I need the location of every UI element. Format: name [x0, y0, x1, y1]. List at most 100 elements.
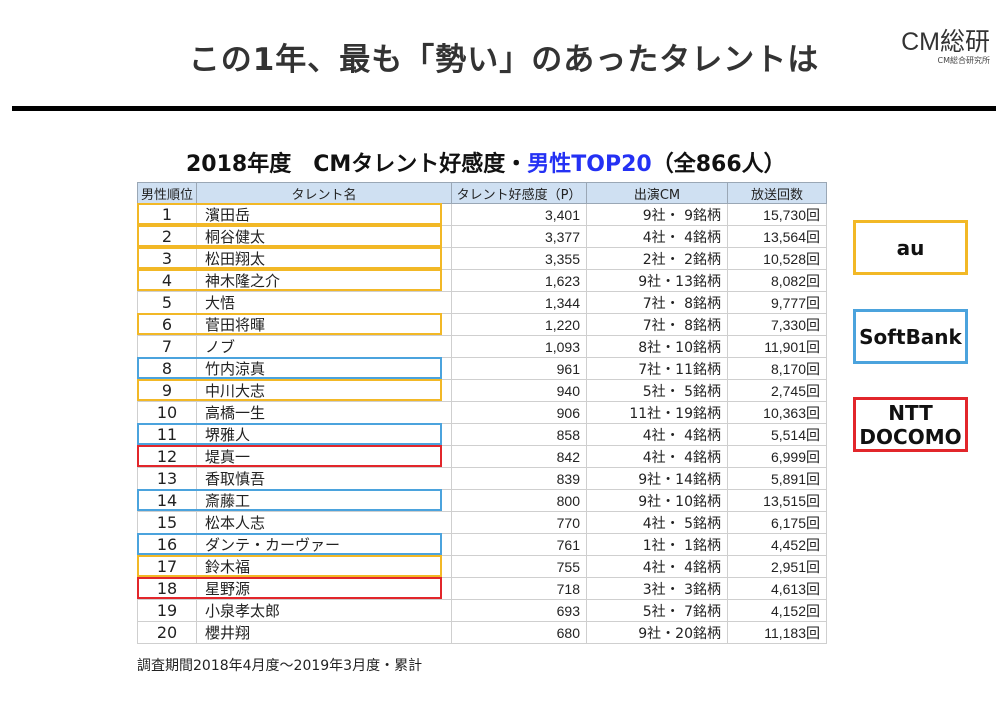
- cell-plays: 5,514回: [727, 423, 827, 446]
- cell-score: 842: [451, 445, 587, 468]
- table-row: 4 神木隆之介 1,623 9社・13銘柄 8,082回: [137, 269, 827, 292]
- cell-plays: 2,745回: [727, 379, 827, 402]
- cell-rank: 16: [137, 533, 197, 556]
- cell-plays: 13,515回: [727, 489, 827, 512]
- cell-score: 680: [451, 621, 587, 644]
- cell-rank: 5: [137, 291, 197, 314]
- table-row: 5 大悟 1,344 7社・ 8銘柄 9,777回: [137, 291, 827, 314]
- cell-score: 3,377: [451, 225, 587, 248]
- cm-soken-logo: CM総研 CM総合研究所: [880, 22, 990, 66]
- cell-name: 竹内涼真: [196, 357, 452, 380]
- cell-plays: 10,363回: [727, 401, 827, 424]
- cell-score: 839: [451, 467, 587, 490]
- cell-name: 神木隆之介: [196, 269, 452, 292]
- legend-docomo: NTT DOCOMO: [853, 397, 968, 452]
- cell-plays: 2,951回: [727, 555, 827, 578]
- cell-score: 761: [451, 533, 587, 556]
- table-row: 18 星野源 718 3社・ 3銘柄 4,613回: [137, 577, 827, 600]
- table-row: 2 桐谷健太 3,377 4社・ 4銘柄 13,564回: [137, 225, 827, 248]
- cell-rank: 13: [137, 467, 197, 490]
- cell-name: 小泉孝太郎: [196, 599, 452, 622]
- cell-score: 1,093: [451, 335, 587, 358]
- cell-rank: 9: [137, 379, 197, 402]
- table-row: 13 香取慎吾 839 9社・14銘柄 5,891回: [137, 467, 827, 490]
- table-row: 17 鈴木福 755 4社・ 4銘柄 2,951回: [137, 555, 827, 578]
- cell-rank: 10: [137, 401, 197, 424]
- cell-cm: 1社・ 1銘柄: [586, 533, 728, 556]
- cell-plays: 15,730回: [727, 203, 827, 226]
- cell-plays: 13,564回: [727, 225, 827, 248]
- cell-cm: 7社・ 8銘柄: [586, 291, 728, 314]
- col-header-cm: 出演CM: [586, 182, 728, 204]
- cell-name: ダンテ・カーヴァー: [196, 533, 452, 556]
- cell-name: ノブ: [196, 335, 452, 358]
- cell-plays: 11,901回: [727, 335, 827, 358]
- cell-plays: 4,152回: [727, 599, 827, 622]
- cell-cm: 4社・ 4銘柄: [586, 555, 728, 578]
- cell-plays: 9,777回: [727, 291, 827, 314]
- cell-plays: 6,999回: [727, 445, 827, 468]
- cell-plays: 7,330回: [727, 313, 827, 336]
- cell-cm: 9社・10銘柄: [586, 489, 728, 512]
- cell-score: 961: [451, 357, 587, 380]
- table-row: 1 濱田岳 3,401 9社・ 9銘柄 15,730回: [137, 203, 827, 226]
- page-headline: この1年、最も「勢い」のあったタレントは: [188, 42, 820, 78]
- cell-rank: 14: [137, 489, 197, 512]
- table-row: 15 松本人志 770 4社・ 5銘柄 6,175回: [137, 511, 827, 534]
- cell-score: 800: [451, 489, 587, 512]
- cell-name: 鈴木福: [196, 555, 452, 578]
- table-row: 11 堺雅人 858 4社・ 4銘柄 5,514回: [137, 423, 827, 446]
- cell-cm: 8社・10銘柄: [586, 335, 728, 358]
- cell-score: 770: [451, 511, 587, 534]
- table-row: 9 中川大志 940 5社・ 5銘柄 2,745回: [137, 379, 827, 402]
- cell-name: 菅田将暉: [196, 313, 452, 336]
- cell-rank: 4: [137, 269, 197, 292]
- cell-name: 香取慎吾: [196, 467, 452, 490]
- cell-name: 大悟: [196, 291, 452, 314]
- cell-score: 3,401: [451, 203, 587, 226]
- ranking-table: 男性順位 タレント名 タレント好感度（P） 出演CM 放送回数 1 濱田岳 3,40…: [137, 182, 827, 644]
- cell-rank: 19: [137, 599, 197, 622]
- table-row: 16 ダンテ・カーヴァー 761 1社・ 1銘柄 4,452回: [137, 533, 827, 556]
- cell-rank: 17: [137, 555, 197, 578]
- logo-sub-text: CM総合研究所: [937, 56, 991, 65]
- cell-name: 濱田岳: [196, 203, 452, 226]
- cell-rank: 8: [137, 357, 197, 380]
- cell-score: 906: [451, 401, 587, 424]
- legend-au: au: [853, 220, 968, 275]
- cell-name: 松田翔太: [196, 247, 452, 270]
- cell-rank: 2: [137, 225, 197, 248]
- cell-cm: 5社・ 5銘柄: [586, 379, 728, 402]
- cell-rank: 11: [137, 423, 197, 446]
- cell-cm: 4社・ 5銘柄: [586, 511, 728, 534]
- cell-name: 堺雅人: [196, 423, 452, 446]
- cell-cm: 4社・ 4銘柄: [586, 423, 728, 446]
- col-header-rank: 男性順位: [137, 182, 197, 204]
- col-header-score: タレント好感度（P）: [451, 182, 587, 204]
- cell-score: 755: [451, 555, 587, 578]
- table-header-row: 男性順位 タレント名 タレント好感度（P） 出演CM 放送回数: [137, 182, 827, 204]
- cell-plays: 11,183回: [727, 621, 827, 644]
- table-title-highlight: 男性TOP20: [527, 152, 652, 177]
- table-row: 8 竹内涼真 961 7社・11銘柄 8,170回: [137, 357, 827, 380]
- table-row: 12 堤真一 842 4社・ 4銘柄 6,999回: [137, 445, 827, 468]
- cell-rank: 15: [137, 511, 197, 534]
- cell-cm: 9社・14銘柄: [586, 467, 728, 490]
- cell-score: 3,355: [451, 247, 587, 270]
- cell-cm: 5社・ 7銘柄: [586, 599, 728, 622]
- cell-cm: 7社・11銘柄: [586, 357, 728, 380]
- cell-cm: 4社・ 4銘柄: [586, 225, 728, 248]
- cell-score: 1,344: [451, 291, 587, 314]
- table-row: 7 ノブ 1,093 8社・10銘柄 11,901回: [137, 335, 827, 358]
- cell-cm: 2社・ 2銘柄: [586, 247, 728, 270]
- cell-plays: 5,891回: [727, 467, 827, 490]
- cell-score: 1,623: [451, 269, 587, 292]
- cell-plays: 8,082回: [727, 269, 827, 292]
- cell-name: 松本人志: [196, 511, 452, 534]
- cell-rank: 20: [137, 621, 197, 644]
- table-row: 3 松田翔太 3,355 2社・ 2銘柄 10,528回: [137, 247, 827, 270]
- legend-au-label: au: [896, 235, 925, 260]
- table-row: 19 小泉孝太郎 693 5社・ 7銘柄 4,152回: [137, 599, 827, 622]
- cell-plays: 4,452回: [727, 533, 827, 556]
- cell-name: 櫻井翔: [196, 621, 452, 644]
